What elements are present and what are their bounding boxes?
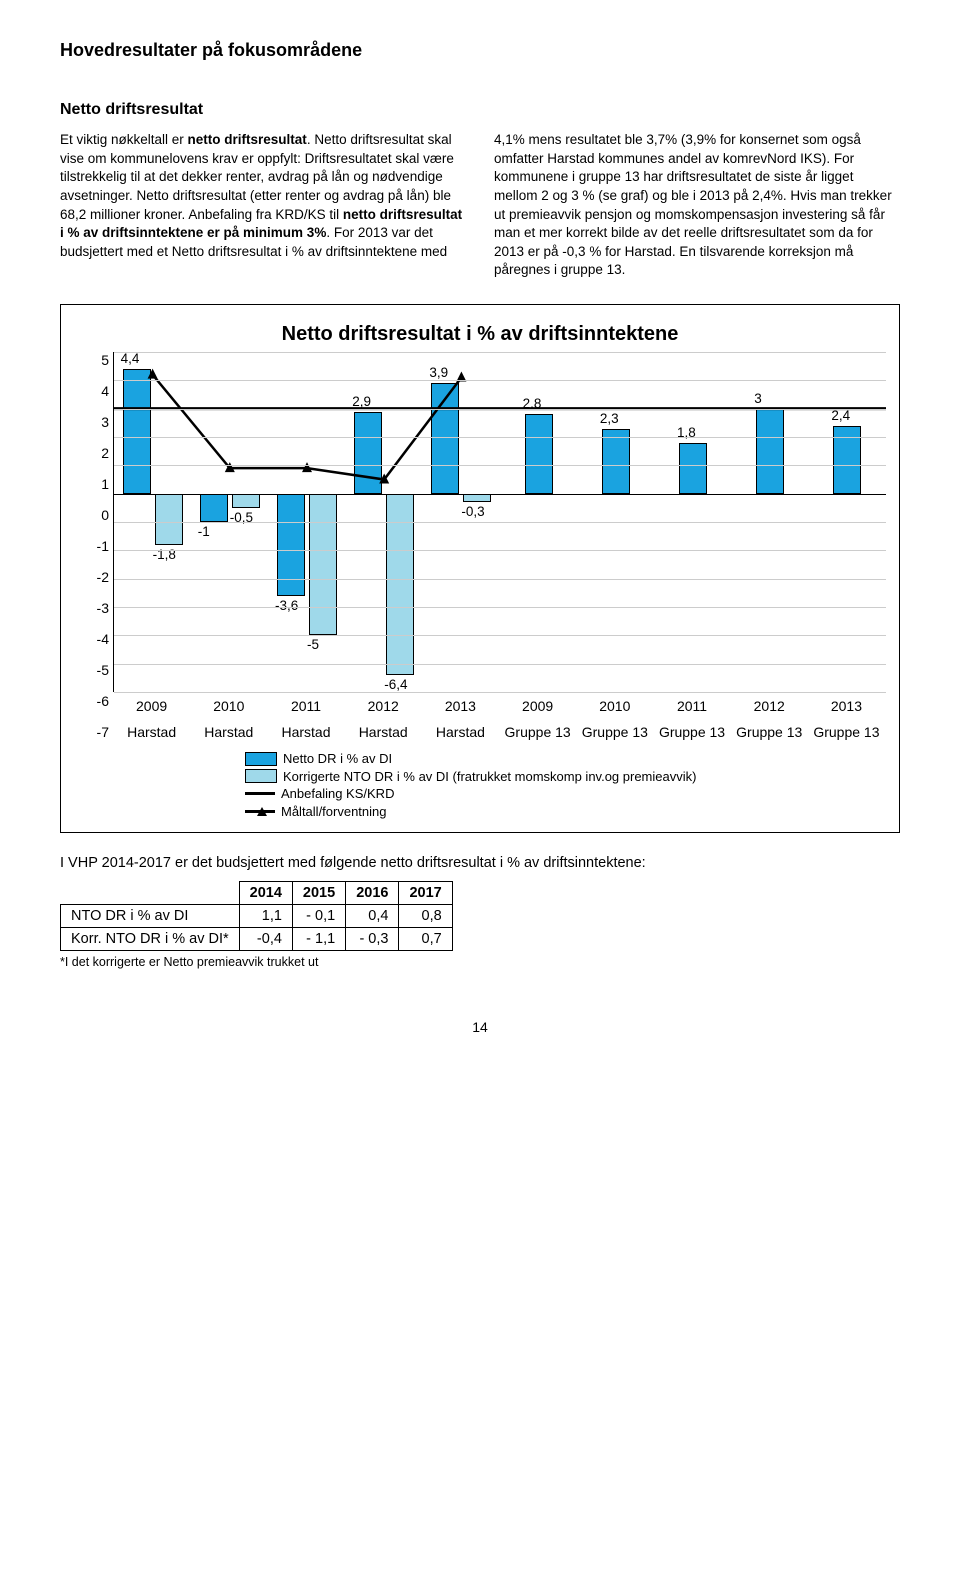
chart-title: Netto driftsresultat i % av driftsinntek… <box>75 323 885 346</box>
budget-table: 2014201520162017NTO DR i % av DI1,1- 0,1… <box>60 881 453 951</box>
chart-legend: Netto DR i % av DI Korrigerte NTO DR i %… <box>245 750 885 820</box>
legend-swatch-netto <box>245 752 277 766</box>
legend-line-maal <box>245 810 275 813</box>
page-number: 14 <box>60 1019 900 1035</box>
section-title: Netto driftsresultat <box>60 101 900 119</box>
legend-swatch-korr <box>245 769 277 783</box>
page-title: Hovedresultater på fokusområdene <box>60 40 900 61</box>
chart-container: Netto driftsresultat i % av driftsinntek… <box>60 304 900 833</box>
legend-line-rec <box>245 792 275 795</box>
legend-rec: Anbefaling KS/KRD <box>281 785 394 803</box>
column-right: 4,1% mens resultatet ble 3,7% (3,9% for … <box>494 131 900 280</box>
body-columns: Et viktig nøkkeltall er netto driftsresu… <box>60 131 900 280</box>
legend-korr: Korrigerte NTO DR i % av DI (fratrukket … <box>283 768 696 786</box>
legend-netto: Netto DR i % av DI <box>283 750 392 768</box>
table-footnote: *I det korrigerte er Netto premieavvik t… <box>60 955 900 969</box>
after-chart-text: I VHP 2014-2017 er det budsjettert med f… <box>60 853 900 873</box>
x-axis-years: 2009201020112012201320092010201120122013 <box>113 698 885 714</box>
legend-maal: Måltall/forventning <box>281 803 387 821</box>
chart-plot: 4,4-1,8-1-0,5-3,6-52,9-6,43,9-0,32,82,31… <box>113 352 886 692</box>
y-axis: 543210-1-2-3-4-5-6-7 <box>75 352 113 740</box>
column-left: Et viktig nøkkeltall er netto driftsresu… <box>60 131 466 280</box>
x-axis-sublabels: HarstadHarstadHarstadHarstadHarstadGrupp… <box>113 720 885 740</box>
